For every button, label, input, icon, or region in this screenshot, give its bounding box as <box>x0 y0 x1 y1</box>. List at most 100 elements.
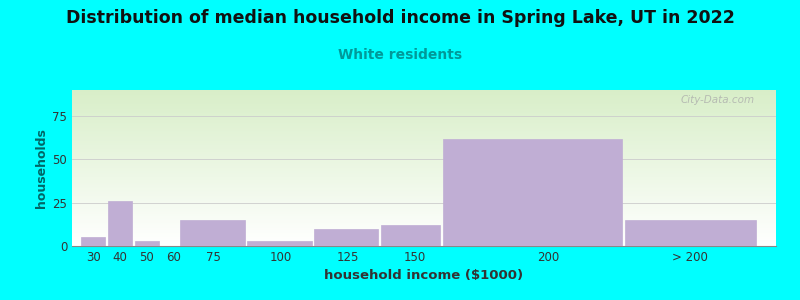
Bar <box>72 143 776 144</box>
Bar <box>72 235 776 236</box>
Bar <box>72 94 776 95</box>
Bar <box>72 117 776 118</box>
Bar <box>72 192 776 193</box>
Bar <box>72 167 776 168</box>
Bar <box>442 139 622 246</box>
Bar <box>72 139 776 140</box>
Bar <box>72 95 776 96</box>
Bar <box>72 176 776 177</box>
Bar <box>72 225 776 226</box>
Bar <box>72 170 776 171</box>
Bar <box>72 214 776 215</box>
Bar <box>72 144 776 145</box>
Bar <box>72 198 776 199</box>
Bar <box>72 124 776 125</box>
Bar <box>72 132 776 133</box>
Bar <box>72 101 776 102</box>
Bar <box>72 234 776 235</box>
Bar <box>72 190 776 191</box>
Bar <box>72 228 776 229</box>
Bar <box>72 160 776 161</box>
Bar <box>72 102 776 103</box>
Bar <box>72 182 776 183</box>
Bar <box>72 185 776 186</box>
Bar <box>72 203 776 204</box>
Bar <box>72 243 776 244</box>
Bar <box>72 173 776 174</box>
Bar <box>72 220 776 221</box>
Bar <box>72 165 776 166</box>
Bar <box>72 215 776 216</box>
Bar <box>72 213 776 214</box>
Bar <box>72 125 776 126</box>
Bar <box>72 242 776 243</box>
Bar <box>72 186 776 187</box>
Y-axis label: households: households <box>35 128 48 208</box>
Bar <box>72 223 776 224</box>
Bar <box>72 196 776 197</box>
Bar <box>72 183 776 184</box>
Bar <box>72 163 776 164</box>
Bar <box>72 108 776 109</box>
Bar <box>72 106 776 107</box>
Bar <box>72 103 776 104</box>
Bar <box>72 200 776 201</box>
Bar <box>72 147 776 148</box>
Bar <box>72 238 776 239</box>
Bar <box>72 212 776 213</box>
Bar <box>72 104 776 105</box>
Bar <box>72 202 776 203</box>
Bar <box>72 237 776 238</box>
Bar <box>72 110 776 111</box>
Bar <box>72 140 776 141</box>
Bar <box>72 201 776 202</box>
Bar <box>72 120 776 121</box>
Bar <box>72 153 776 154</box>
Bar <box>314 229 378 246</box>
Bar <box>72 226 776 227</box>
Bar <box>247 241 311 246</box>
Bar <box>72 161 776 162</box>
Bar <box>72 208 776 209</box>
Bar <box>108 201 132 246</box>
Bar <box>72 164 776 165</box>
Bar <box>72 119 776 120</box>
Bar <box>72 239 776 240</box>
Bar <box>72 97 776 98</box>
Bar <box>72 210 776 211</box>
Bar <box>72 244 776 245</box>
Bar <box>72 181 776 182</box>
Bar <box>72 90 776 91</box>
Bar <box>72 109 776 110</box>
Bar <box>72 136 776 137</box>
Bar <box>72 133 776 134</box>
Bar <box>72 134 776 135</box>
Bar <box>72 127 776 128</box>
Bar <box>72 241 776 242</box>
Bar <box>72 96 776 97</box>
Bar <box>72 172 776 173</box>
Bar <box>72 222 776 223</box>
Bar <box>72 195 776 196</box>
Bar <box>72 98 776 99</box>
Bar <box>72 121 776 122</box>
Bar <box>72 216 776 217</box>
Bar <box>72 159 776 160</box>
Bar <box>625 220 756 246</box>
Bar <box>72 187 776 188</box>
Bar <box>72 93 776 94</box>
Text: White residents: White residents <box>338 48 462 62</box>
Bar <box>72 152 776 153</box>
Text: Distribution of median household income in Spring Lake, UT in 2022: Distribution of median household income … <box>66 9 734 27</box>
Bar <box>135 241 159 246</box>
X-axis label: household income ($1000): household income ($1000) <box>325 269 523 282</box>
Bar <box>72 155 776 156</box>
Bar <box>72 111 776 112</box>
Bar <box>72 218 776 219</box>
Bar <box>72 230 776 231</box>
Bar <box>72 137 776 138</box>
Bar <box>72 150 776 151</box>
Bar <box>72 126 776 127</box>
Bar <box>72 122 776 123</box>
Bar <box>72 169 776 170</box>
